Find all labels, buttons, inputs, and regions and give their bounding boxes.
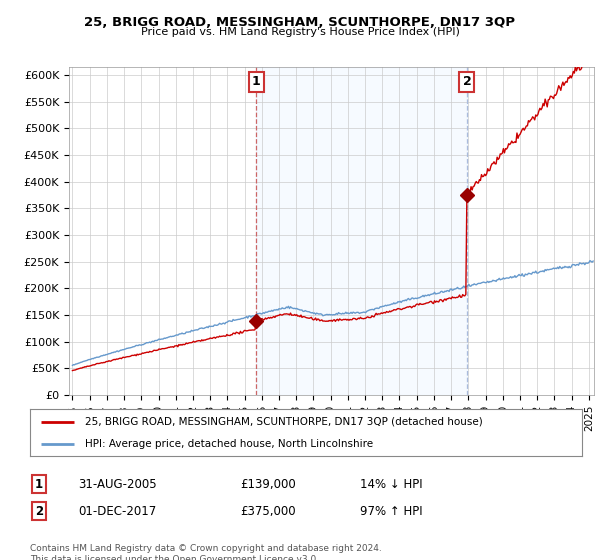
Text: HPI: Average price, detached house, North Lincolnshire: HPI: Average price, detached house, Nort… xyxy=(85,438,373,449)
Text: 14% ↓ HPI: 14% ↓ HPI xyxy=(360,478,422,491)
Text: £375,000: £375,000 xyxy=(240,505,296,518)
Text: 2: 2 xyxy=(463,76,471,88)
Bar xyxy=(256,67,467,395)
Text: 1: 1 xyxy=(35,478,43,491)
Text: 97% ↑ HPI: 97% ↑ HPI xyxy=(360,505,422,518)
Text: 31-AUG-2005: 31-AUG-2005 xyxy=(78,478,157,491)
Text: £139,000: £139,000 xyxy=(240,478,296,491)
Text: 25, BRIGG ROAD, MESSINGHAM, SCUNTHORPE, DN17 3QP: 25, BRIGG ROAD, MESSINGHAM, SCUNTHORPE, … xyxy=(85,16,515,29)
Text: 1: 1 xyxy=(251,76,260,88)
Text: 01-DEC-2017: 01-DEC-2017 xyxy=(78,505,156,518)
Text: 25, BRIGG ROAD, MESSINGHAM, SCUNTHORPE, DN17 3QP (detached house): 25, BRIGG ROAD, MESSINGHAM, SCUNTHORPE, … xyxy=(85,417,483,427)
Text: 2: 2 xyxy=(35,505,43,518)
Text: Price paid vs. HM Land Registry's House Price Index (HPI): Price paid vs. HM Land Registry's House … xyxy=(140,27,460,37)
Text: Contains HM Land Registry data © Crown copyright and database right 2024.
This d: Contains HM Land Registry data © Crown c… xyxy=(30,544,382,560)
